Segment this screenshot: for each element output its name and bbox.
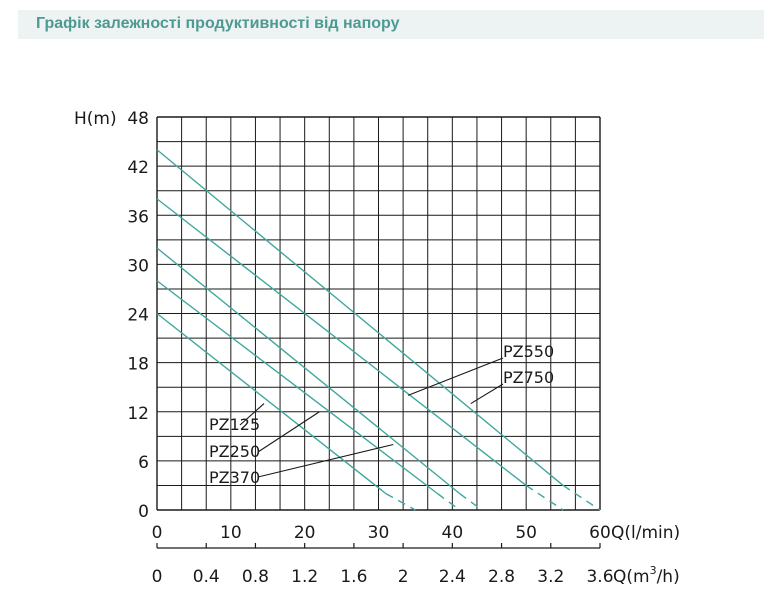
x-tick-label: 10 [220, 523, 242, 543]
series-label: PZ550 [503, 342, 554, 361]
y-tick-label: 0 [138, 502, 149, 522]
y-tick-label: 48 [127, 109, 149, 129]
series-label: PZ750 [503, 368, 554, 387]
x-tick-label: 20 [294, 523, 316, 543]
leader-line [239, 403, 265, 426]
x-tick-label: 0 [152, 523, 163, 543]
curve-tail-pz250 [437, 493, 461, 511]
x2-axis-label: Q(m3/h) [613, 564, 680, 587]
y-tick-label: 12 [127, 404, 149, 424]
x-tick-label: 30 [368, 523, 390, 543]
leader-line [470, 383, 504, 405]
x-tick-label: 40 [442, 523, 464, 543]
leader-line [407, 357, 504, 396]
curve-tail-pz750 [562, 484, 601, 511]
y-tick-label: 18 [127, 355, 149, 375]
curve-tail-pz370 [459, 493, 483, 511]
x-tick-label: 50 [515, 523, 537, 543]
curve-pz125 [156, 312, 387, 495]
curve-tail-pz550 [525, 484, 564, 511]
x-axis-label: Q(l/min) [611, 523, 680, 543]
series-label: PZ250 [209, 442, 260, 461]
y-tick-label: 24 [127, 306, 149, 326]
y-tick-label: 36 [127, 207, 149, 227]
x2-tick-label: 3.2 [537, 567, 564, 587]
curve-pz550 [156, 198, 527, 486]
y-axis-label: H(m) [74, 109, 117, 129]
x2-tick-label: 2.4 [439, 567, 466, 587]
curve-tail-pz125 [385, 493, 416, 511]
y-tick-label: 30 [127, 256, 149, 276]
x2-tick-label: 3.6 [586, 567, 613, 587]
series-label: PZ125 [209, 415, 260, 434]
x2-tick-label: 1.2 [291, 567, 318, 587]
x2-tick-label: 0.8 [242, 567, 269, 587]
curve-pz250 [156, 280, 438, 495]
x2-tick-label: 0.4 [193, 567, 220, 587]
leader-line [257, 443, 394, 478]
x2-tick-label: 0 [152, 567, 163, 587]
page-title: Графік залежності продуктивності від нап… [36, 15, 400, 32]
x2-tick-label: 1.6 [340, 567, 367, 587]
curve-pz750 [156, 149, 564, 486]
x-tick-label: 60 [589, 523, 611, 543]
y-tick-label: 6 [138, 453, 149, 473]
chart-curves [156, 149, 601, 511]
leader-line [257, 411, 320, 453]
y-tick-label: 42 [127, 158, 149, 178]
title-bar: Графік залежності продуктивності від нап… [18, 10, 764, 39]
curve-pz370 [156, 247, 461, 495]
x2-tick-label: 2.8 [488, 567, 515, 587]
series-label: PZ370 [209, 468, 260, 487]
x2-tick-label: 2 [398, 567, 409, 587]
